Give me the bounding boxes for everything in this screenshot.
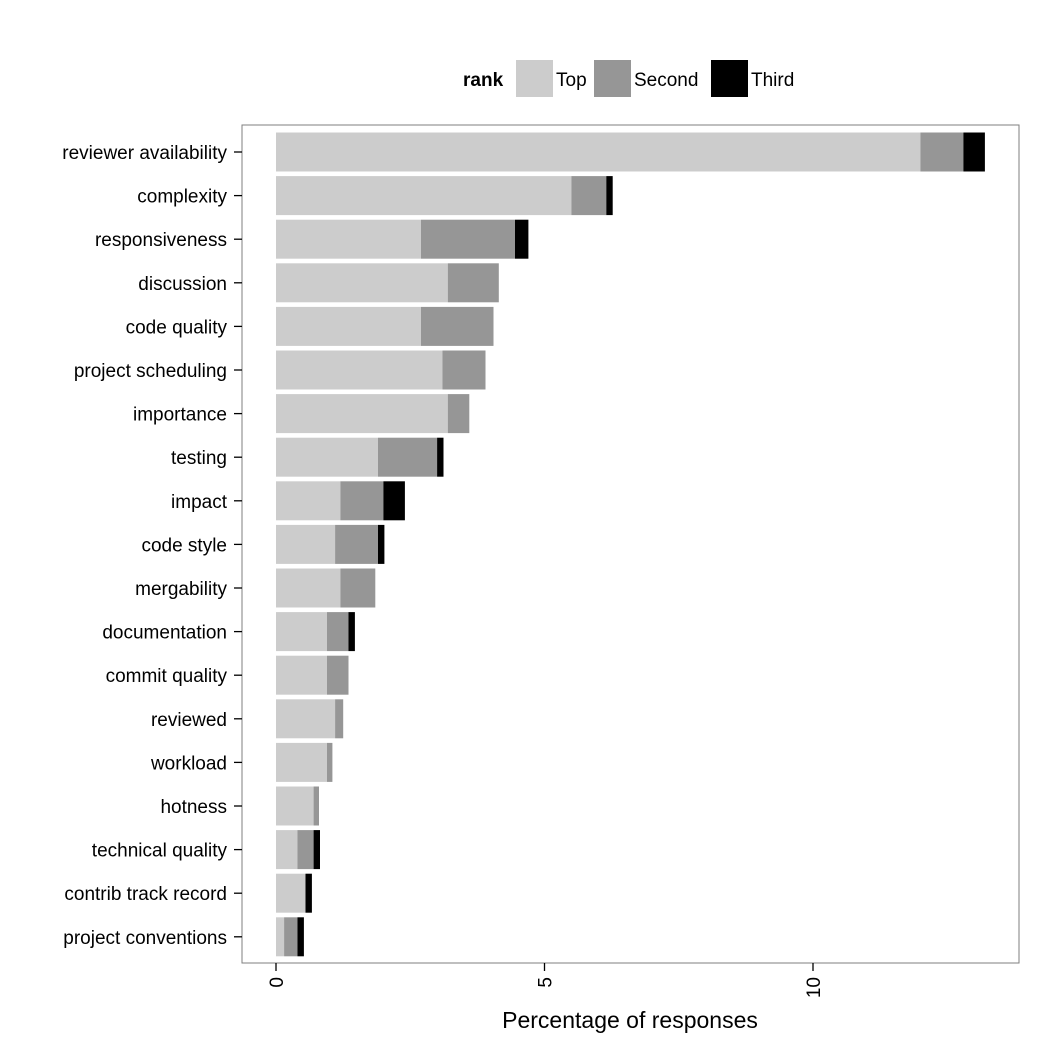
y-tick-label: code style	[141, 535, 227, 556]
y-tick-label: testing	[171, 448, 227, 469]
y-tick-label: reviewed	[151, 710, 227, 731]
bar-technical-quality-top	[276, 830, 298, 870]
bar-mergability-top	[276, 568, 341, 608]
x-axis: 0 5 10	[267, 963, 825, 998]
legend-key-top	[516, 60, 553, 97]
bar-responsiveness-third	[515, 219, 529, 259]
x-axis-title: Percentage of responses	[502, 1007, 758, 1033]
y-tick-label: discussion	[138, 274, 227, 295]
bar-contrib-track-record-top	[276, 873, 306, 913]
y-tick-label: importance	[133, 405, 227, 426]
bar-testing-second	[378, 437, 438, 477]
bar-project-conventions-second	[284, 917, 298, 957]
y-tick-label: hotness	[160, 797, 227, 818]
bar-project-scheduling-second	[442, 350, 486, 390]
y-tick-label: complexity	[137, 187, 227, 208]
y-tick-label: project conventions	[63, 928, 227, 949]
bar-discussion-top	[276, 263, 448, 303]
y-tick-label: commit quality	[106, 666, 228, 687]
bar-code-style-second	[335, 524, 379, 564]
bar-complexity-top	[276, 176, 572, 216]
bar-technical-quality-third	[313, 830, 320, 870]
y-axis: reviewer availability complexity responsiv…	[62, 143, 242, 949]
bar-complexity-third	[606, 176, 613, 216]
bar-code-style-top	[276, 524, 336, 564]
y-tick-label: responsiveness	[95, 230, 227, 251]
x-tick-label: 10	[804, 977, 825, 998]
bar-code-quality-top	[276, 306, 421, 346]
bar-project-conventions-third	[297, 917, 304, 957]
legend-label-third: Third	[751, 70, 794, 91]
bar-project-conventions-top	[276, 917, 285, 957]
bar-impact-third	[383, 481, 405, 521]
bar-workload-top	[276, 742, 327, 782]
bar-hotness-second	[313, 786, 319, 826]
bar-responsiveness-second	[421, 219, 515, 259]
x-tick-label: 0	[267, 977, 288, 988]
x-tick-label: 5	[536, 977, 557, 988]
bar-reviewer-availability-top	[276, 132, 921, 172]
bar-impact-second	[340, 481, 384, 521]
bar-importance-top	[276, 394, 448, 434]
bar-reviewed-second	[335, 699, 344, 739]
y-tick-label: mergability	[135, 579, 227, 600]
legend-label-top: Top	[556, 70, 587, 91]
bar-project-scheduling-top	[276, 350, 443, 390]
bar-commit-quality-top	[276, 655, 327, 695]
bar-commit-quality-second	[327, 655, 349, 695]
y-tick-label: technical quality	[92, 841, 228, 862]
y-tick-label: documentation	[102, 623, 227, 644]
bar-contrib-track-record-third	[305, 873, 312, 913]
bar-hotness-top	[276, 786, 314, 826]
legend-key-second	[594, 60, 631, 97]
bar-responsiveness-top	[276, 219, 421, 259]
bar-reviewed-top	[276, 699, 336, 739]
bar-complexity-second	[571, 176, 607, 216]
bar-technical-quality-second	[297, 830, 314, 870]
legend-label-second: Second	[634, 70, 698, 91]
y-tick-label: contrib track record	[64, 884, 227, 905]
legend-title: rank	[463, 70, 504, 91]
legend: rank Top Second Third	[463, 60, 794, 97]
legend-key-third	[711, 60, 748, 97]
y-tick-label: impact	[171, 492, 228, 513]
bar-workload-second	[327, 742, 333, 782]
bar-reviewer-availability-third	[963, 132, 985, 172]
bar-testing-third	[437, 437, 444, 477]
bar-code-quality-second	[421, 306, 494, 346]
bar-impact-top	[276, 481, 341, 521]
bar-importance-second	[447, 394, 470, 434]
bar-mergability-second	[340, 568, 376, 608]
bar-code-style-third	[378, 524, 385, 564]
bar-discussion-second	[447, 263, 499, 303]
bar-reviewer-availability-second	[920, 132, 964, 172]
bars	[276, 132, 985, 957]
bar-documentation-third	[348, 612, 355, 652]
y-tick-label: code quality	[126, 317, 228, 338]
y-tick-label: workload	[150, 753, 227, 774]
bar-documentation-top	[276, 612, 327, 652]
y-tick-label: project scheduling	[74, 361, 227, 382]
bar-testing-top	[276, 437, 378, 477]
y-tick-label: reviewer availability	[62, 143, 227, 164]
bar-documentation-second	[327, 612, 349, 652]
